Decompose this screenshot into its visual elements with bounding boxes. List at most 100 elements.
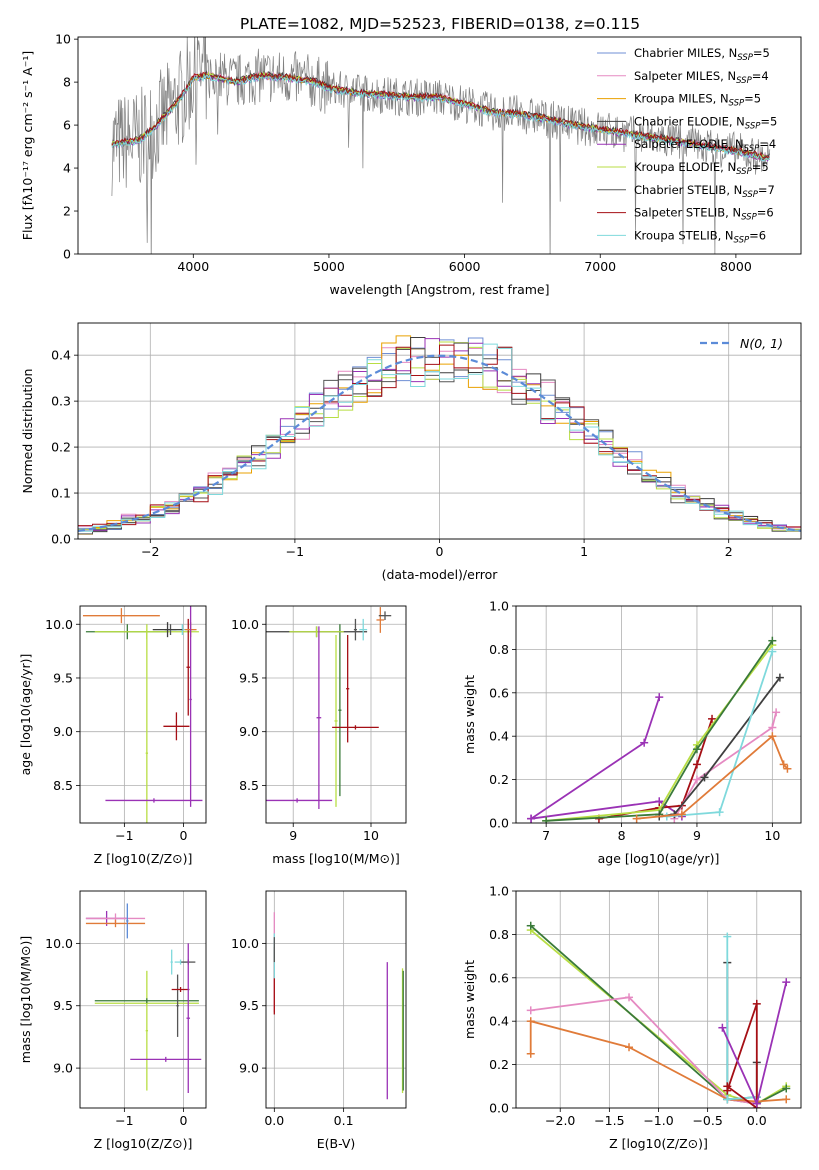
x-tick-label: 0 (180, 1113, 188, 1128)
plus-marker (700, 773, 709, 782)
histogram-8 (78, 343, 801, 532)
x-tick-label: −1 (115, 1113, 133, 1128)
y-tick-label: 10 (55, 32, 71, 47)
x-axis-label: mass [log10(M/M⊙)] (272, 851, 400, 866)
y-tick-label: 9.0 (239, 724, 259, 739)
y-tick-label: 10.0 (231, 617, 259, 632)
errorbar-point (94, 998, 199, 1004)
plus-marker (640, 738, 649, 747)
legend-label: Chabrier MILES, NSSP=5 (634, 46, 770, 63)
errorbar-point (171, 987, 190, 993)
y-tick-label: 0.4 (51, 348, 71, 363)
spectrum-legend: Chabrier MILES, NSSP=5 Salpeter MILES, NS… (597, 46, 777, 245)
plus-marker (782, 1084, 791, 1093)
errorbar-point (376, 607, 385, 633)
legend-label: Kroupa MILES, NSSP=5 (634, 92, 761, 109)
plus-marker (782, 1095, 791, 1104)
axes-age-vs-Z: −1 0 8.5 9.0 9.5 10.0 Z [log10(Z/Z⊙)] age [log1… (18, 605, 207, 866)
y-tick-label: 2 (63, 204, 71, 219)
plus-marker (655, 693, 664, 702)
axes-age-vs-mass: 9 10 8.5 9.0 9.5 10.0 mass [log10(M/M⊙)] (231, 605, 407, 866)
plus-marker (718, 1023, 727, 1032)
mass-weight-line-7 (721, 981, 788, 1107)
plus-marker (772, 708, 781, 717)
model-spectrum-8 (111, 73, 770, 162)
errorbar-point (332, 725, 379, 730)
legend-label: Kroupa STELIB, NSSP=6 (634, 228, 766, 245)
figure-title: PLATE=1082, MJD=52523, FIBERID=0138, z=0… (240, 15, 640, 33)
y-axis-label: age [log10(age/yr)] (18, 654, 33, 776)
axes-frame (265, 605, 407, 824)
y-axis-label: mass [log10(M/M⊙)] (18, 936, 33, 1064)
y-tick-label: 8 (63, 75, 71, 90)
plus-marker (527, 814, 536, 823)
plot-area (82, 606, 203, 823)
axes-residuals: −2 −1 0 1 2 0.0 0.1 0.2 0.3 0.4 (data-model)/error… (20, 322, 802, 582)
y-tick-label: 9.0 (53, 724, 73, 739)
errorbar-point (316, 626, 322, 810)
plus-marker (783, 764, 792, 773)
axes-frame (515, 605, 802, 824)
plus-marker (692, 760, 701, 769)
plus-marker (625, 1043, 634, 1052)
errorbar-point (152, 622, 183, 638)
plus-marker (632, 814, 641, 823)
plot-area (85, 903, 202, 1094)
x-tick-label: 10 (363, 828, 379, 843)
plot-area (526, 921, 791, 1108)
x-axis-label: age [log10(age/yr)] (598, 851, 720, 866)
x-tick-label: 10 (764, 828, 780, 843)
legend-label: N(0, 1) (740, 336, 783, 351)
legend-label: Salpeter MILES, NSSP=4 (634, 69, 769, 86)
x-tick-label: 8 (618, 828, 626, 843)
mass-weight-line-6 (726, 1003, 758, 1108)
plus-marker (768, 647, 777, 656)
plus-marker (542, 816, 551, 823)
y-tick-label: 0.2 (489, 772, 509, 787)
y-tick-label: 10.0 (45, 617, 73, 632)
x-tick-label: 6000 (449, 259, 481, 274)
y-tick-label: 9.0 (53, 1061, 73, 1076)
x-tick-label: −1 (286, 544, 304, 559)
mass-weight-line-4 (546, 640, 774, 822)
errorbar-point (378, 611, 392, 620)
errorbar-point (186, 943, 191, 1094)
errorbar-point (176, 974, 179, 1037)
y-tick-label: 4 (63, 161, 71, 176)
plus-marker (692, 745, 701, 754)
plus-marker (715, 808, 724, 817)
plus-marker (782, 978, 791, 987)
errorbar-point (170, 949, 173, 975)
axes-frame (79, 605, 207, 824)
x-tick-label: 1 (580, 544, 588, 559)
y-tick-label: 9.5 (239, 670, 259, 685)
plus-marker (526, 1017, 535, 1026)
plus-marker (526, 1006, 535, 1015)
errorbar-point (82, 608, 160, 624)
axes-mass-vs-ebv: 0.0 0.1 9.0 9.5 10.0 E(B-V) (231, 890, 407, 1151)
y-tick-label: 8.5 (53, 778, 73, 793)
y-tick-label: 0.8 (489, 642, 509, 657)
mass-weight-line-2 (530, 996, 757, 1105)
axes-frame (265, 890, 407, 1109)
plus-marker (625, 993, 634, 1002)
y-tick-label: 0.0 (489, 816, 509, 831)
y-tick-label: 6 (63, 118, 71, 133)
y-tick-label: 0.2 (489, 1057, 509, 1072)
errorbar-point (266, 798, 333, 803)
x-tick-label: −2 (141, 544, 159, 559)
y-tick-label: 8.5 (239, 778, 259, 793)
y-axis-label: Normed distribution (20, 369, 35, 494)
plot-area (266, 607, 392, 810)
plus-marker (752, 1099, 761, 1108)
x-tick-label: 0 (436, 544, 444, 559)
x-axis-label: Z [log10(Z/Z⊙)] (94, 851, 193, 866)
axes-frame (515, 890, 802, 1109)
legend-label: Chabrier ELODIE, NSSP=5 (634, 114, 777, 131)
x-tick-label: 0.1 (334, 1113, 354, 1128)
legend-label: Kroupa ELODIE, NSSP=5 (634, 160, 769, 177)
plus-marker (768, 636, 777, 645)
x-tick-label: 9 (693, 828, 701, 843)
x-tick-label: 7000 (584, 259, 616, 274)
y-tick-label: 0.0 (51, 532, 71, 547)
